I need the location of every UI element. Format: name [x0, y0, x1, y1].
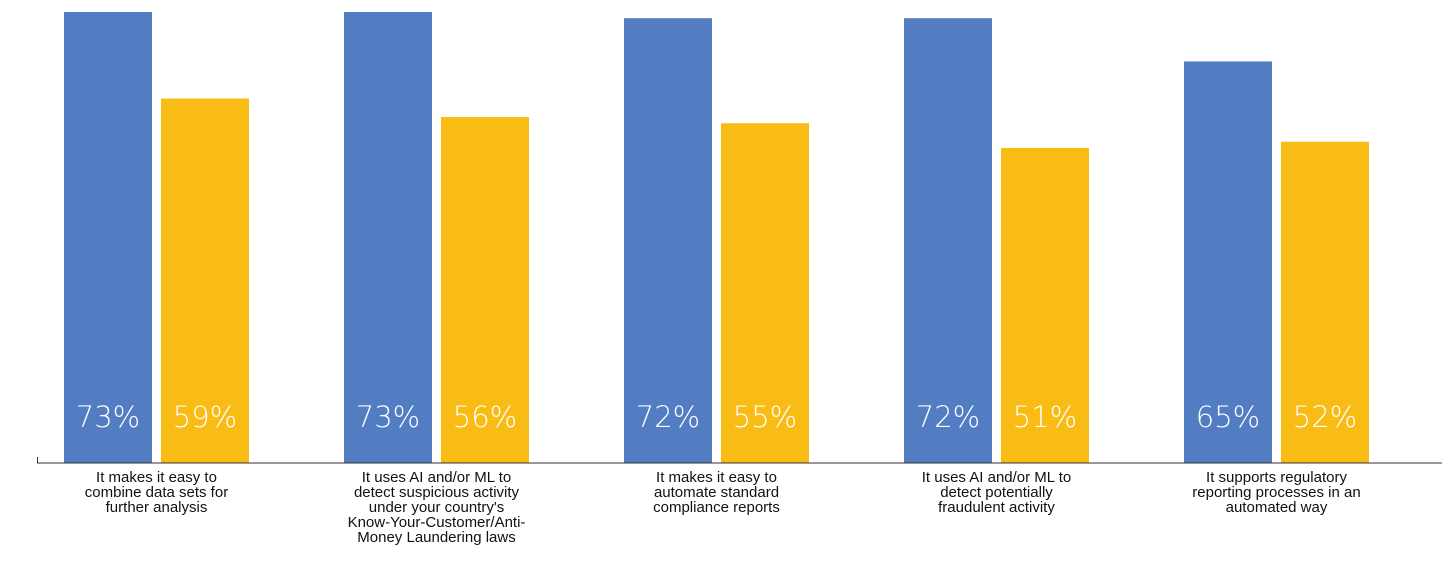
bar-series1-cat4 — [904, 18, 992, 464]
category-label-line: It makes it easy to — [96, 469, 217, 486]
category-label-5: It supports regulatory reporting processe… — [1157, 470, 1397, 515]
value-label-series1-cat2: 73% — [356, 400, 420, 434]
value-label-series2-cat3: 55% — [733, 400, 797, 434]
bar-series2-cat2 — [441, 117, 529, 463]
value-label-series1-cat4: 72% — [916, 400, 980, 434]
category-label-line: It uses AI and/or ML to — [361, 469, 512, 486]
value-label-series1-cat1: 73% — [76, 400, 140, 434]
category-label-line: combine data sets for — [84, 484, 229, 501]
category-label-2: It uses AI and/or ML to detect suspicious… — [317, 470, 557, 545]
bar-series1-cat5 — [1184, 61, 1272, 464]
bar-series1-cat1 — [64, 12, 152, 463]
bars-layer — [64, 12, 1369, 464]
category-label-line: detect potentially — [940, 484, 1053, 501]
category-label-line: It makes it easy to — [656, 469, 777, 486]
category-label-3: It makes it easy to automate standard comp… — [597, 470, 837, 515]
category-label-1: It makes it easy to combine data sets for… — [37, 470, 277, 515]
category-label-line: fraudulent activity — [938, 499, 1055, 516]
value-label-series1-cat5: 65% — [1196, 400, 1260, 434]
category-label-line: Money Laundering laws — [357, 529, 516, 546]
bar-series1-cat3 — [624, 18, 712, 464]
category-label-4: It uses AI and/or ML to detect potentiall… — [877, 470, 1117, 515]
category-label-line: further analysis — [105, 499, 208, 516]
category-label-line: compliance reports — [653, 499, 780, 516]
category-label-line: reporting processes in an — [1192, 484, 1361, 501]
bar-series1-cat2 — [344, 12, 432, 463]
category-label-line: automate standard — [653, 484, 780, 501]
value-labels-layer: 73% 73% 72% 72% 65% 59% 56% 55% 51% 52% — [76, 400, 1357, 434]
category-label-line: It supports regulatory — [1206, 469, 1347, 486]
category-label-line: automated way — [1225, 499, 1328, 516]
value-label-series2-cat4: 51% — [1013, 400, 1077, 434]
value-label-series2-cat1: 59% — [173, 400, 237, 434]
category-label-line: under your country's — [368, 499, 505, 516]
bar-series2-cat5 — [1281, 141, 1369, 463]
value-label-series1-cat3: 72% — [636, 400, 700, 434]
bar-series2-cat3 — [721, 123, 809, 464]
value-label-series2-cat5: 52% — [1293, 400, 1357, 434]
category-label-line: Know-Your-Customer/Anti- — [347, 514, 526, 531]
value-label-series2-cat2: 56% — [453, 400, 517, 434]
bar-series2-cat1 — [161, 98, 249, 463]
bar-series2-cat4 — [1001, 147, 1089, 464]
category-label-line: detect suspicious activity — [353, 484, 520, 501]
category-label-line: It uses AI and/or ML to — [921, 469, 1072, 486]
